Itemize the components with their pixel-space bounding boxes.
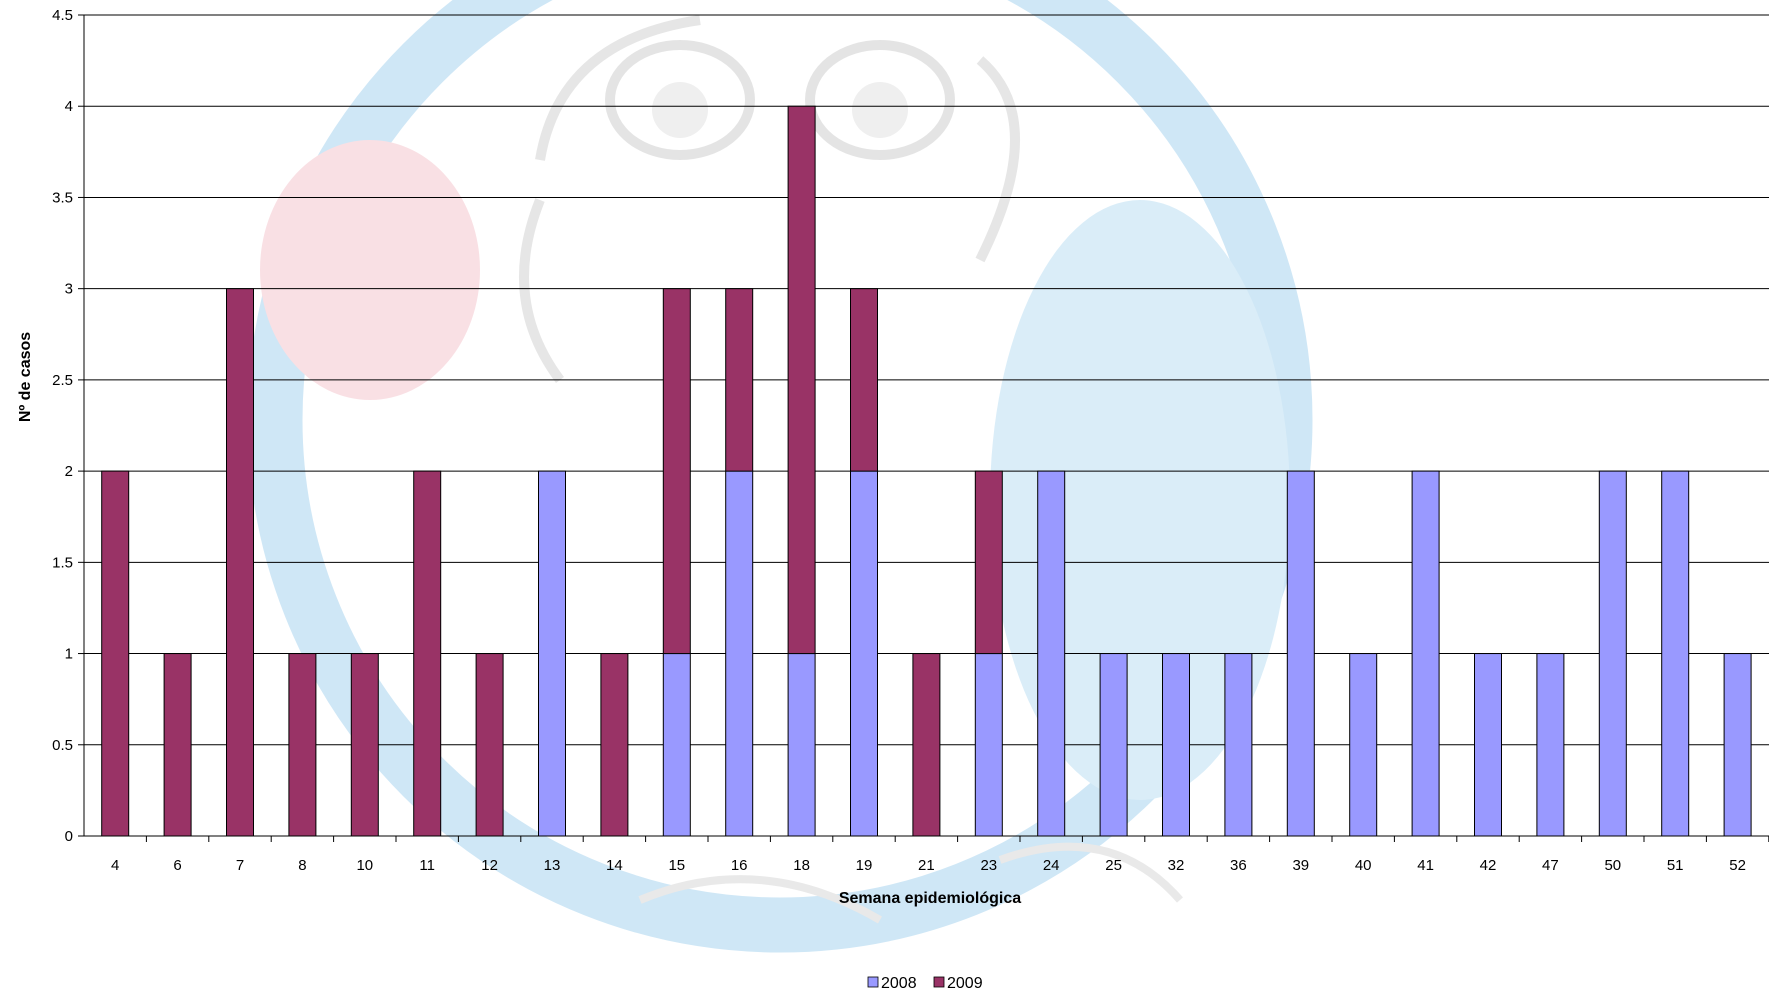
x-tick-label: 16 bbox=[731, 857, 748, 874]
bar-2009-week-6 bbox=[163, 653, 192, 837]
bar-2009-week-7 bbox=[226, 288, 254, 837]
bar-2009-week-14 bbox=[600, 653, 629, 837]
legend-swatch-2009 bbox=[933, 976, 945, 988]
bar-2009-week-12 bbox=[475, 653, 504, 837]
legend-label-2009: 2009 bbox=[947, 975, 983, 992]
bar-2008-week-19 bbox=[850, 470, 878, 837]
bar-2009-week-18 bbox=[787, 105, 816, 655]
x-axis-title: Semana epidemiológica bbox=[839, 890, 1021, 907]
x-tick-label: 42 bbox=[1480, 857, 1497, 874]
x-tick-label: 21 bbox=[918, 857, 935, 874]
bar-2009-week-10 bbox=[350, 653, 379, 837]
x-tick-label: 13 bbox=[544, 857, 561, 874]
bar-2009-week-23 bbox=[974, 470, 1003, 655]
bar-2008-week-24 bbox=[1037, 470, 1066, 837]
y-tick-label: 1.5 bbox=[52, 554, 73, 571]
x-tick-label: 18 bbox=[793, 857, 810, 874]
x-tick-label: 32 bbox=[1168, 857, 1185, 874]
x-tick-label: 23 bbox=[980, 857, 997, 874]
bar-2009-week-15 bbox=[662, 288, 691, 655]
legend: 2008 2009 bbox=[867, 975, 983, 992]
x-tick-label: 8 bbox=[298, 857, 306, 874]
y-tick-label: 0.5 bbox=[52, 737, 73, 754]
x-tick-label: 51 bbox=[1667, 857, 1684, 874]
bar-2009-week-21 bbox=[912, 653, 941, 837]
y-tick-label: 4 bbox=[65, 98, 73, 115]
y-tick-label: 4.5 bbox=[52, 7, 73, 24]
bar-2008-week-36 bbox=[1224, 653, 1253, 837]
tick-labels: 0 0.5 1 1.5 2 2.5 3 3.5 4 4.5 4 6 7 8 10 11 12 13 14 15 16 18… bbox=[52, 7, 1746, 874]
x-tick-label: 4 bbox=[111, 857, 119, 874]
x-tick-label: 50 bbox=[1604, 857, 1621, 874]
bar-2008-week-47 bbox=[1536, 653, 1565, 837]
x-tick-label: 25 bbox=[1105, 857, 1122, 874]
y-tick-label: 3 bbox=[65, 281, 73, 298]
y-tick-label: 2.5 bbox=[52, 372, 73, 389]
bar-2008-week-25 bbox=[1099, 653, 1128, 837]
y-tick-label: 3.5 bbox=[52, 189, 73, 206]
x-tick-label: 11 bbox=[419, 857, 435, 874]
bar-2008-week-15 bbox=[662, 653, 691, 837]
x-tick-label: 41 bbox=[1417, 857, 1434, 874]
x-tick-label: 10 bbox=[356, 857, 373, 874]
x-tick-label: 40 bbox=[1355, 857, 1372, 874]
x-tick-label: 14 bbox=[606, 857, 623, 874]
bar-2008-week-51 bbox=[1661, 470, 1690, 837]
y-tick-label: 0 bbox=[65, 828, 73, 845]
bar-2009-week-11 bbox=[413, 470, 442, 837]
x-tick-label: 52 bbox=[1729, 857, 1746, 874]
x-tick-label: 15 bbox=[668, 857, 685, 874]
x-tick-label: 39 bbox=[1292, 857, 1309, 874]
bar-2009-week-16 bbox=[725, 288, 754, 472]
bar-2008-week-23 bbox=[974, 653, 1003, 837]
bar-2008-week-42 bbox=[1474, 653, 1502, 837]
y-axis-title: Nº de casos bbox=[17, 332, 34, 422]
bar-2008-week-16 bbox=[725, 470, 754, 837]
x-tick-label: 7 bbox=[236, 857, 244, 874]
x-tick-label: 19 bbox=[856, 857, 873, 874]
y-tick-label: 2 bbox=[65, 463, 73, 480]
y-tick-label: 1 bbox=[65, 646, 73, 663]
bar-2009-week-8 bbox=[288, 653, 317, 837]
x-tick-label: 12 bbox=[481, 857, 498, 874]
bar-2009-week-19 bbox=[850, 288, 878, 472]
bar-2008-week-41 bbox=[1411, 470, 1440, 837]
legend-swatch-2008 bbox=[867, 976, 879, 988]
bar-2008-week-40 bbox=[1349, 653, 1378, 837]
bar-2008-week-18 bbox=[787, 653, 816, 837]
bar-2009-week-4 bbox=[101, 470, 130, 837]
bar-2008-week-52 bbox=[1723, 653, 1752, 837]
x-tick-label: 47 bbox=[1542, 857, 1559, 874]
x-tick-label: 36 bbox=[1230, 857, 1247, 874]
bar-2008-week-39 bbox=[1286, 470, 1315, 837]
bar-2008-week-13 bbox=[538, 470, 566, 837]
bars bbox=[101, 105, 1752, 837]
x-tick-label: 24 bbox=[1043, 857, 1060, 874]
axes bbox=[78, 14, 1769, 842]
legend-label-2008: 2008 bbox=[881, 975, 917, 992]
bar-2008-week-32 bbox=[1162, 653, 1190, 837]
x-tick-label: 6 bbox=[173, 857, 181, 874]
bar-2008-week-50 bbox=[1598, 470, 1627, 837]
